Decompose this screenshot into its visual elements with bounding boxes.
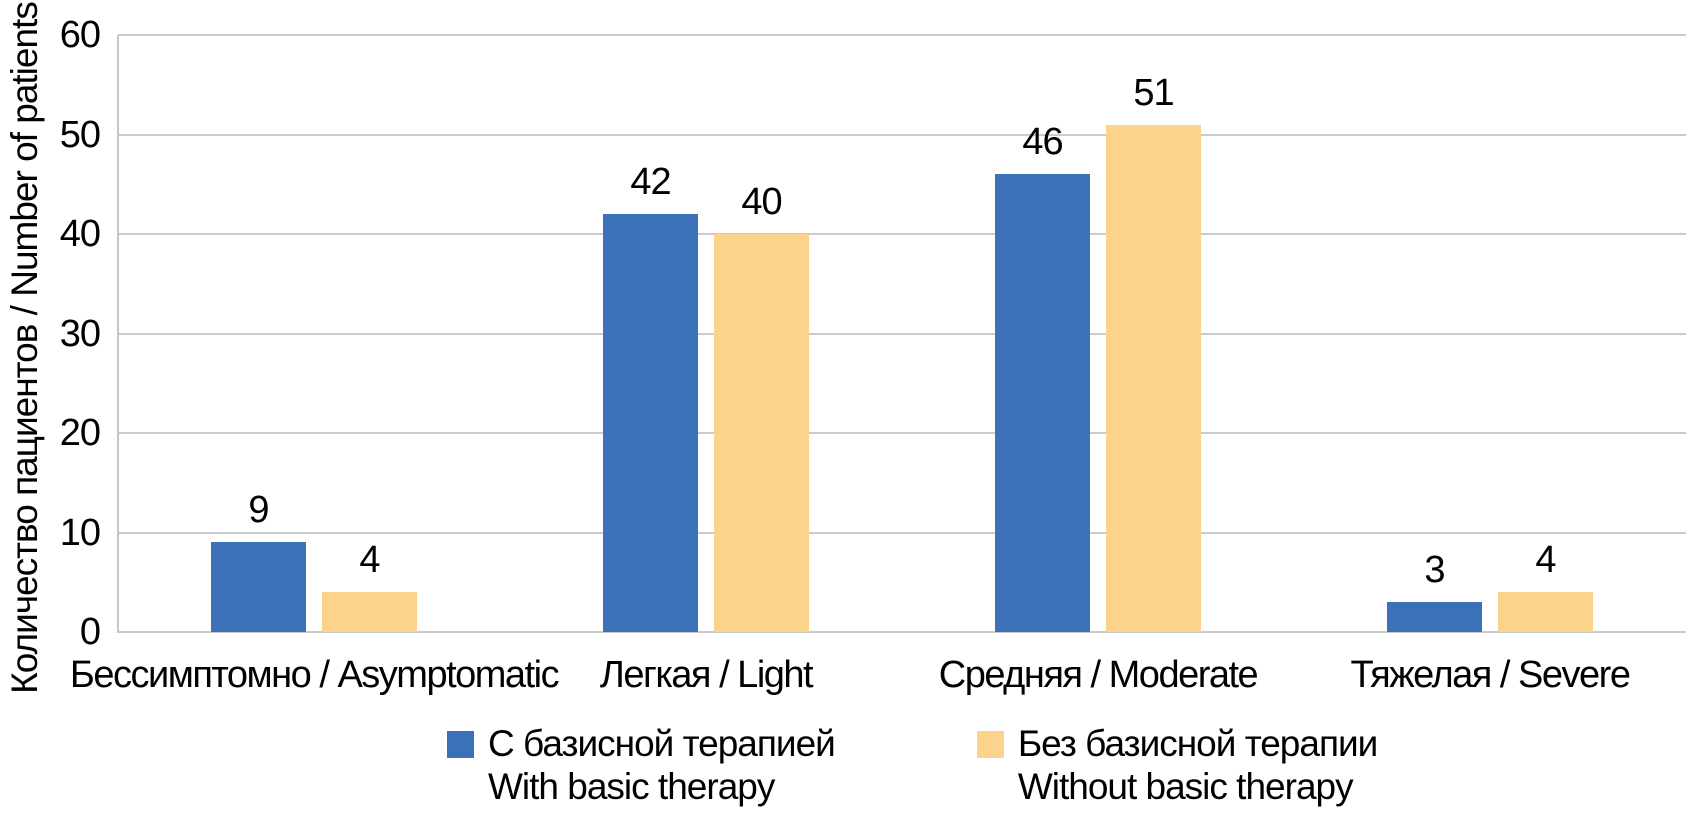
y-tick-label: 40: [59, 213, 101, 255]
bar-value-label: 3: [1424, 549, 1445, 592]
bar-with-basic-therapy: [995, 174, 1090, 632]
legend-swatch-orange: [976, 731, 1004, 758]
legend-label: С базисной терапией With basic therapy: [488, 722, 836, 808]
bar-with-basic-therapy: [1387, 602, 1482, 632]
gridline: [118, 531, 1686, 534]
gridline: [118, 332, 1686, 335]
legend-label-ru: Без базисной терапии: [1017, 723, 1379, 764]
y-tick-label: 30: [59, 312, 101, 355]
bar-value-label: 42: [630, 161, 671, 204]
bar-with-basic-therapy: [211, 542, 306, 632]
bar-without-basic-therapy: [1106, 124, 1201, 632]
bar-without-basic-therapy: [1498, 592, 1593, 632]
y-tick-label: 60: [59, 14, 101, 56]
legend-label-en: Without basic therapy: [1017, 766, 1354, 807]
bar-value-label: 46: [1022, 121, 1063, 164]
legend-swatch-blue: [447, 731, 474, 758]
bar-value-label: 51: [1133, 71, 1174, 114]
y-tick-label: 10: [59, 511, 101, 554]
bar-with-basic-therapy: [603, 214, 698, 632]
bar-value-label: 4: [359, 539, 380, 582]
bar-without-basic-therapy: [714, 234, 809, 632]
y-axis-line: [117, 35, 119, 633]
bar-without-basic-therapy: [322, 592, 417, 632]
legend: С базисной терапией With basic therapy Б…: [447, 722, 1379, 808]
y-tick-label: 20: [59, 412, 101, 454]
legend-entry-without-basic-therapy: Без базисной терапии Without basic thera…: [976, 722, 1379, 808]
gridline: [118, 233, 1686, 235]
y-tick-label: 0: [79, 611, 101, 653]
bar-value-label: 9: [248, 489, 269, 532]
x-category-label: Тяжелая / Severe: [1350, 654, 1631, 696]
gridline: [118, 631, 1686, 633]
legend-label: Без базисной терапии Without basic thera…: [1017, 722, 1379, 808]
legend-label-ru: С базисной терапией: [488, 723, 836, 764]
bar-value-label: 40: [741, 181, 782, 223]
bar-value-label: 4: [1535, 539, 1556, 582]
gridline: [118, 432, 1686, 434]
x-category-label: Легкая / Light: [599, 654, 814, 696]
y-tick-label: 50: [59, 113, 101, 156]
legend-entry-with-basic-therapy: С базисной терапией With basic therapy: [447, 722, 836, 808]
gridline: [118, 133, 1686, 136]
gridline: [118, 34, 1686, 36]
x-category-label: Бессимптомно / Asymptomatic: [69, 654, 560, 696]
x-category-label: Средняя / Moderate: [938, 654, 1259, 696]
legend-label-en: With basic therapy: [488, 766, 775, 807]
